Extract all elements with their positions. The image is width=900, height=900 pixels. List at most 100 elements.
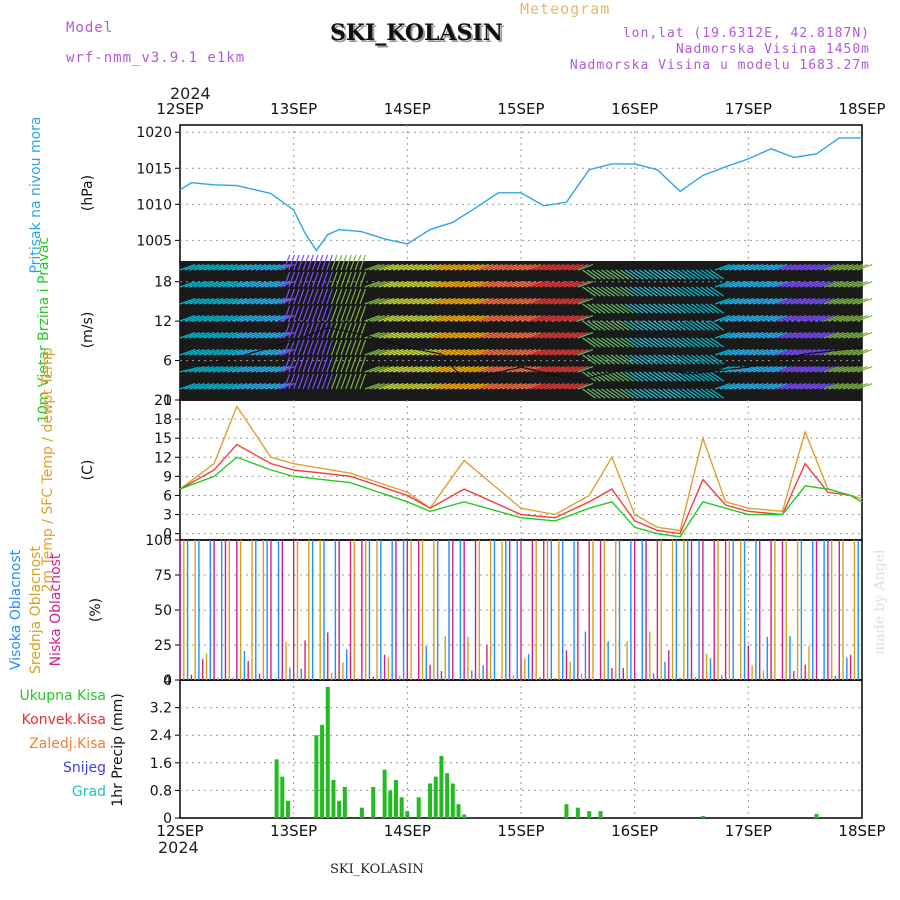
date-label-top: 18SEP <box>838 100 885 118</box>
wind-barb <box>316 254 324 271</box>
precip-bar <box>331 780 336 818</box>
wind-barb <box>212 263 229 271</box>
wind-barb <box>639 354 653 365</box>
wind-barb <box>781 297 797 305</box>
wind-barb <box>312 339 319 356</box>
wind-barb <box>250 382 267 390</box>
wind-barb <box>340 288 348 305</box>
precip-bar <box>416 797 421 818</box>
wind-barb <box>767 331 783 339</box>
wind-barb <box>771 263 788 271</box>
wind-barb <box>743 297 759 305</box>
wind-barb <box>705 269 720 280</box>
wind-barb <box>662 354 677 365</box>
wind-barb <box>231 297 248 305</box>
wind-barb <box>316 339 324 356</box>
wind-barb <box>492 314 508 322</box>
wind-y-tick-label: 6 <box>163 354 172 370</box>
wind-barb <box>833 382 849 390</box>
wind-barb <box>279 365 295 373</box>
wind-barb <box>411 331 428 339</box>
wind-barb <box>312 322 319 339</box>
wind-barb <box>738 348 755 356</box>
wind-barb <box>553 382 570 390</box>
wind-barb <box>719 297 736 305</box>
wind-barb <box>463 365 480 373</box>
wind-barb <box>383 382 399 390</box>
wind-barb <box>681 286 696 297</box>
wind-barb <box>710 320 724 331</box>
wind-barb <box>748 263 764 271</box>
date-label-bottom: 12SEP <box>156 822 203 840</box>
wind-barb <box>558 297 575 305</box>
wind-barb <box>743 348 759 356</box>
wind-barb <box>274 365 290 373</box>
wind-barb <box>454 297 470 305</box>
wind-barb <box>511 314 527 322</box>
wind-barb <box>388 365 404 373</box>
wind-barb <box>212 314 229 322</box>
wind-barb <box>321 356 329 373</box>
wind-barb <box>601 269 615 280</box>
wind-barb <box>397 365 414 373</box>
wind-barb <box>691 388 705 399</box>
wind-barb <box>809 365 826 373</box>
wind-barb <box>369 348 385 356</box>
wind-barb <box>473 297 489 305</box>
cloud-y-tick-label: 75 <box>154 568 172 584</box>
wind-barb <box>246 280 262 288</box>
wind-barb <box>549 382 565 390</box>
wind-barb <box>544 314 560 322</box>
wind-barb <box>255 280 272 288</box>
wind-barb <box>686 320 701 331</box>
wind-barb <box>203 331 219 339</box>
wind-barb <box>729 382 745 390</box>
wind-barb <box>700 269 715 280</box>
wind-barb <box>809 314 826 322</box>
wind-barb <box>852 348 868 356</box>
wind-barb <box>274 382 290 390</box>
wind-barb <box>530 297 546 305</box>
wind-barb <box>714 331 731 339</box>
wind-barb <box>705 388 720 399</box>
wind-barb <box>463 280 480 288</box>
wind-barb <box>378 314 395 322</box>
wind-barb <box>748 297 764 305</box>
wind-barb <box>506 314 523 322</box>
wind-barb <box>748 314 764 322</box>
wind-barb <box>373 314 390 322</box>
wind-barb <box>373 297 390 305</box>
wind-barb <box>326 254 333 271</box>
wind-barb <box>440 314 456 322</box>
wind-barb <box>392 314 409 322</box>
wind-barb <box>601 320 615 331</box>
wind-barb <box>795 263 811 271</box>
precip-bar <box>587 811 592 818</box>
wind-barb <box>335 356 343 373</box>
wind-barb <box>354 254 362 271</box>
wind-barb <box>667 371 682 382</box>
wind-barb <box>445 280 461 288</box>
wind-barb <box>823 297 840 305</box>
wind-barb <box>762 382 778 390</box>
wind-barb <box>288 254 295 271</box>
wind-barb <box>279 297 295 305</box>
wind-barb <box>345 339 352 356</box>
wind-barb <box>321 288 329 305</box>
wind-barb <box>676 286 691 297</box>
date-label-top: 16SEP <box>611 100 658 118</box>
wind-barb <box>572 365 589 373</box>
wind-barb <box>549 348 565 356</box>
wind-barb <box>624 320 639 331</box>
wind-barb <box>487 263 504 271</box>
wind-barb <box>620 337 634 348</box>
wind-barb <box>265 331 281 339</box>
wind-barb <box>615 269 630 280</box>
wind-barb <box>705 303 720 314</box>
wind-barb <box>681 371 696 382</box>
wind-barb <box>449 365 466 373</box>
precip-y-tick-label: 2.4 <box>150 728 172 744</box>
wind-barb <box>330 271 338 288</box>
wind-barb <box>279 314 295 322</box>
wind-barb <box>335 288 343 305</box>
